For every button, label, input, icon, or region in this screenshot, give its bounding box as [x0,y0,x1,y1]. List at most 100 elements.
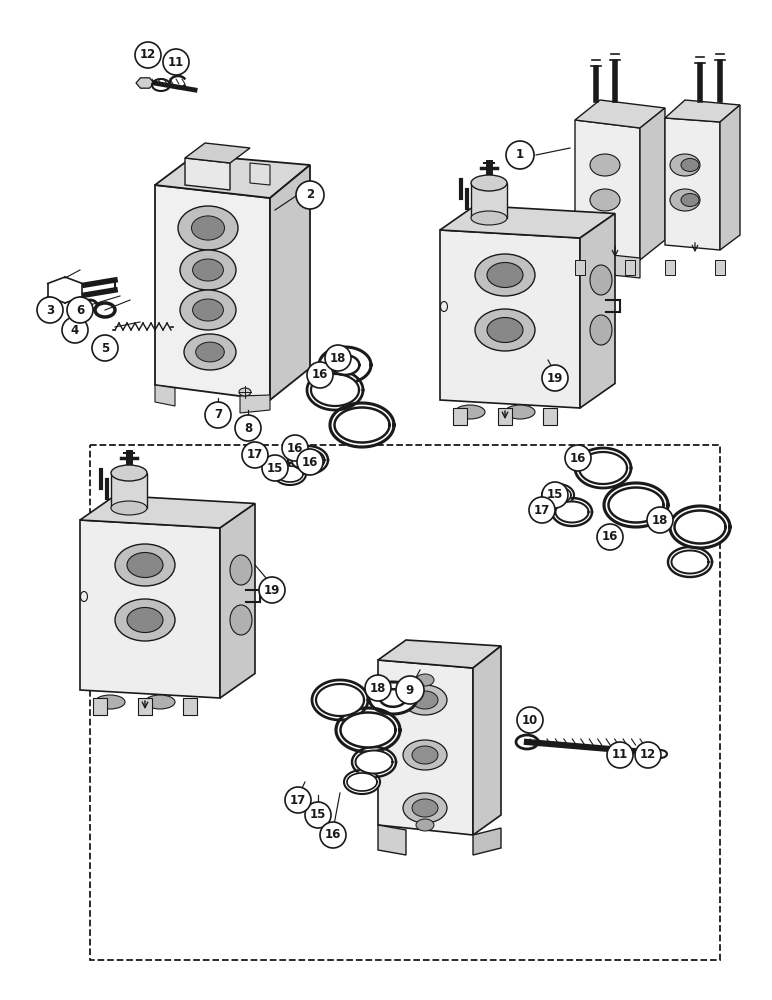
Polygon shape [311,374,359,406]
Polygon shape [545,487,571,503]
Text: 5: 5 [101,342,109,355]
Ellipse shape [184,334,236,370]
Circle shape [92,335,118,361]
Polygon shape [93,698,107,715]
Circle shape [506,141,534,169]
Bar [665,260,675,275]
Circle shape [242,442,268,468]
Polygon shape [675,511,726,543]
Text: 16: 16 [325,828,341,842]
Polygon shape [138,698,152,715]
Ellipse shape [471,211,507,225]
Text: 6: 6 [76,304,84,316]
Circle shape [542,365,568,391]
Text: 1: 1 [516,148,524,161]
Polygon shape [344,770,380,794]
Circle shape [542,482,568,508]
Ellipse shape [403,685,447,715]
Text: 17: 17 [290,794,306,806]
Text: 16: 16 [302,456,318,468]
Ellipse shape [111,465,147,481]
Polygon shape [185,158,230,190]
Ellipse shape [230,605,252,635]
Text: 19: 19 [547,371,564,384]
Polygon shape [378,825,406,855]
Ellipse shape [416,819,434,831]
Polygon shape [307,370,363,410]
Ellipse shape [471,175,507,191]
Ellipse shape [191,216,225,240]
Circle shape [647,507,673,533]
Ellipse shape [505,405,535,419]
Polygon shape [80,495,255,528]
Ellipse shape [475,254,535,296]
Circle shape [205,402,231,428]
Polygon shape [340,713,395,747]
Ellipse shape [412,746,438,764]
Polygon shape [640,108,665,260]
Polygon shape [440,230,580,408]
Text: 15: 15 [310,808,327,822]
Ellipse shape [403,740,447,770]
Polygon shape [319,347,371,383]
Ellipse shape [670,189,700,211]
Polygon shape [288,446,328,474]
Ellipse shape [487,262,523,288]
Circle shape [135,42,161,68]
Ellipse shape [412,691,438,709]
Ellipse shape [239,388,251,396]
Polygon shape [136,78,154,88]
Circle shape [307,362,333,388]
Ellipse shape [180,290,236,330]
Polygon shape [111,473,147,508]
Bar [625,260,635,275]
Ellipse shape [230,555,252,585]
Bar [90,445,720,960]
Text: 16: 16 [312,368,328,381]
Ellipse shape [127,552,163,578]
Circle shape [285,787,311,813]
Ellipse shape [115,599,175,641]
Text: 19: 19 [264,584,280,596]
Ellipse shape [487,318,523,342]
Polygon shape [668,547,712,577]
Circle shape [305,802,331,828]
Bar [715,260,725,275]
Circle shape [607,742,633,768]
Polygon shape [330,403,394,447]
Text: 11: 11 [168,55,185,68]
Polygon shape [640,748,656,756]
Circle shape [635,742,661,768]
Ellipse shape [180,250,236,290]
Ellipse shape [590,315,612,345]
Polygon shape [240,395,270,413]
Polygon shape [575,448,631,488]
Polygon shape [347,773,377,791]
Polygon shape [604,483,668,527]
Polygon shape [498,408,512,425]
Polygon shape [369,682,417,714]
Polygon shape [330,355,359,375]
Polygon shape [155,155,310,198]
Ellipse shape [681,158,699,172]
Polygon shape [575,100,665,128]
Circle shape [529,497,555,523]
Polygon shape [316,684,364,716]
Polygon shape [565,250,640,278]
Polygon shape [542,484,574,506]
Text: 2: 2 [306,188,314,202]
Circle shape [67,297,93,323]
Ellipse shape [590,265,612,295]
Text: 17: 17 [534,504,550,516]
Ellipse shape [475,309,535,351]
Polygon shape [220,504,255,698]
Text: 16: 16 [287,442,303,454]
Text: 7: 7 [214,408,222,422]
Polygon shape [665,100,740,122]
Polygon shape [155,385,175,406]
Ellipse shape [455,405,485,419]
Ellipse shape [403,793,447,823]
Circle shape [365,675,391,701]
Polygon shape [334,408,390,442]
Ellipse shape [590,154,620,176]
